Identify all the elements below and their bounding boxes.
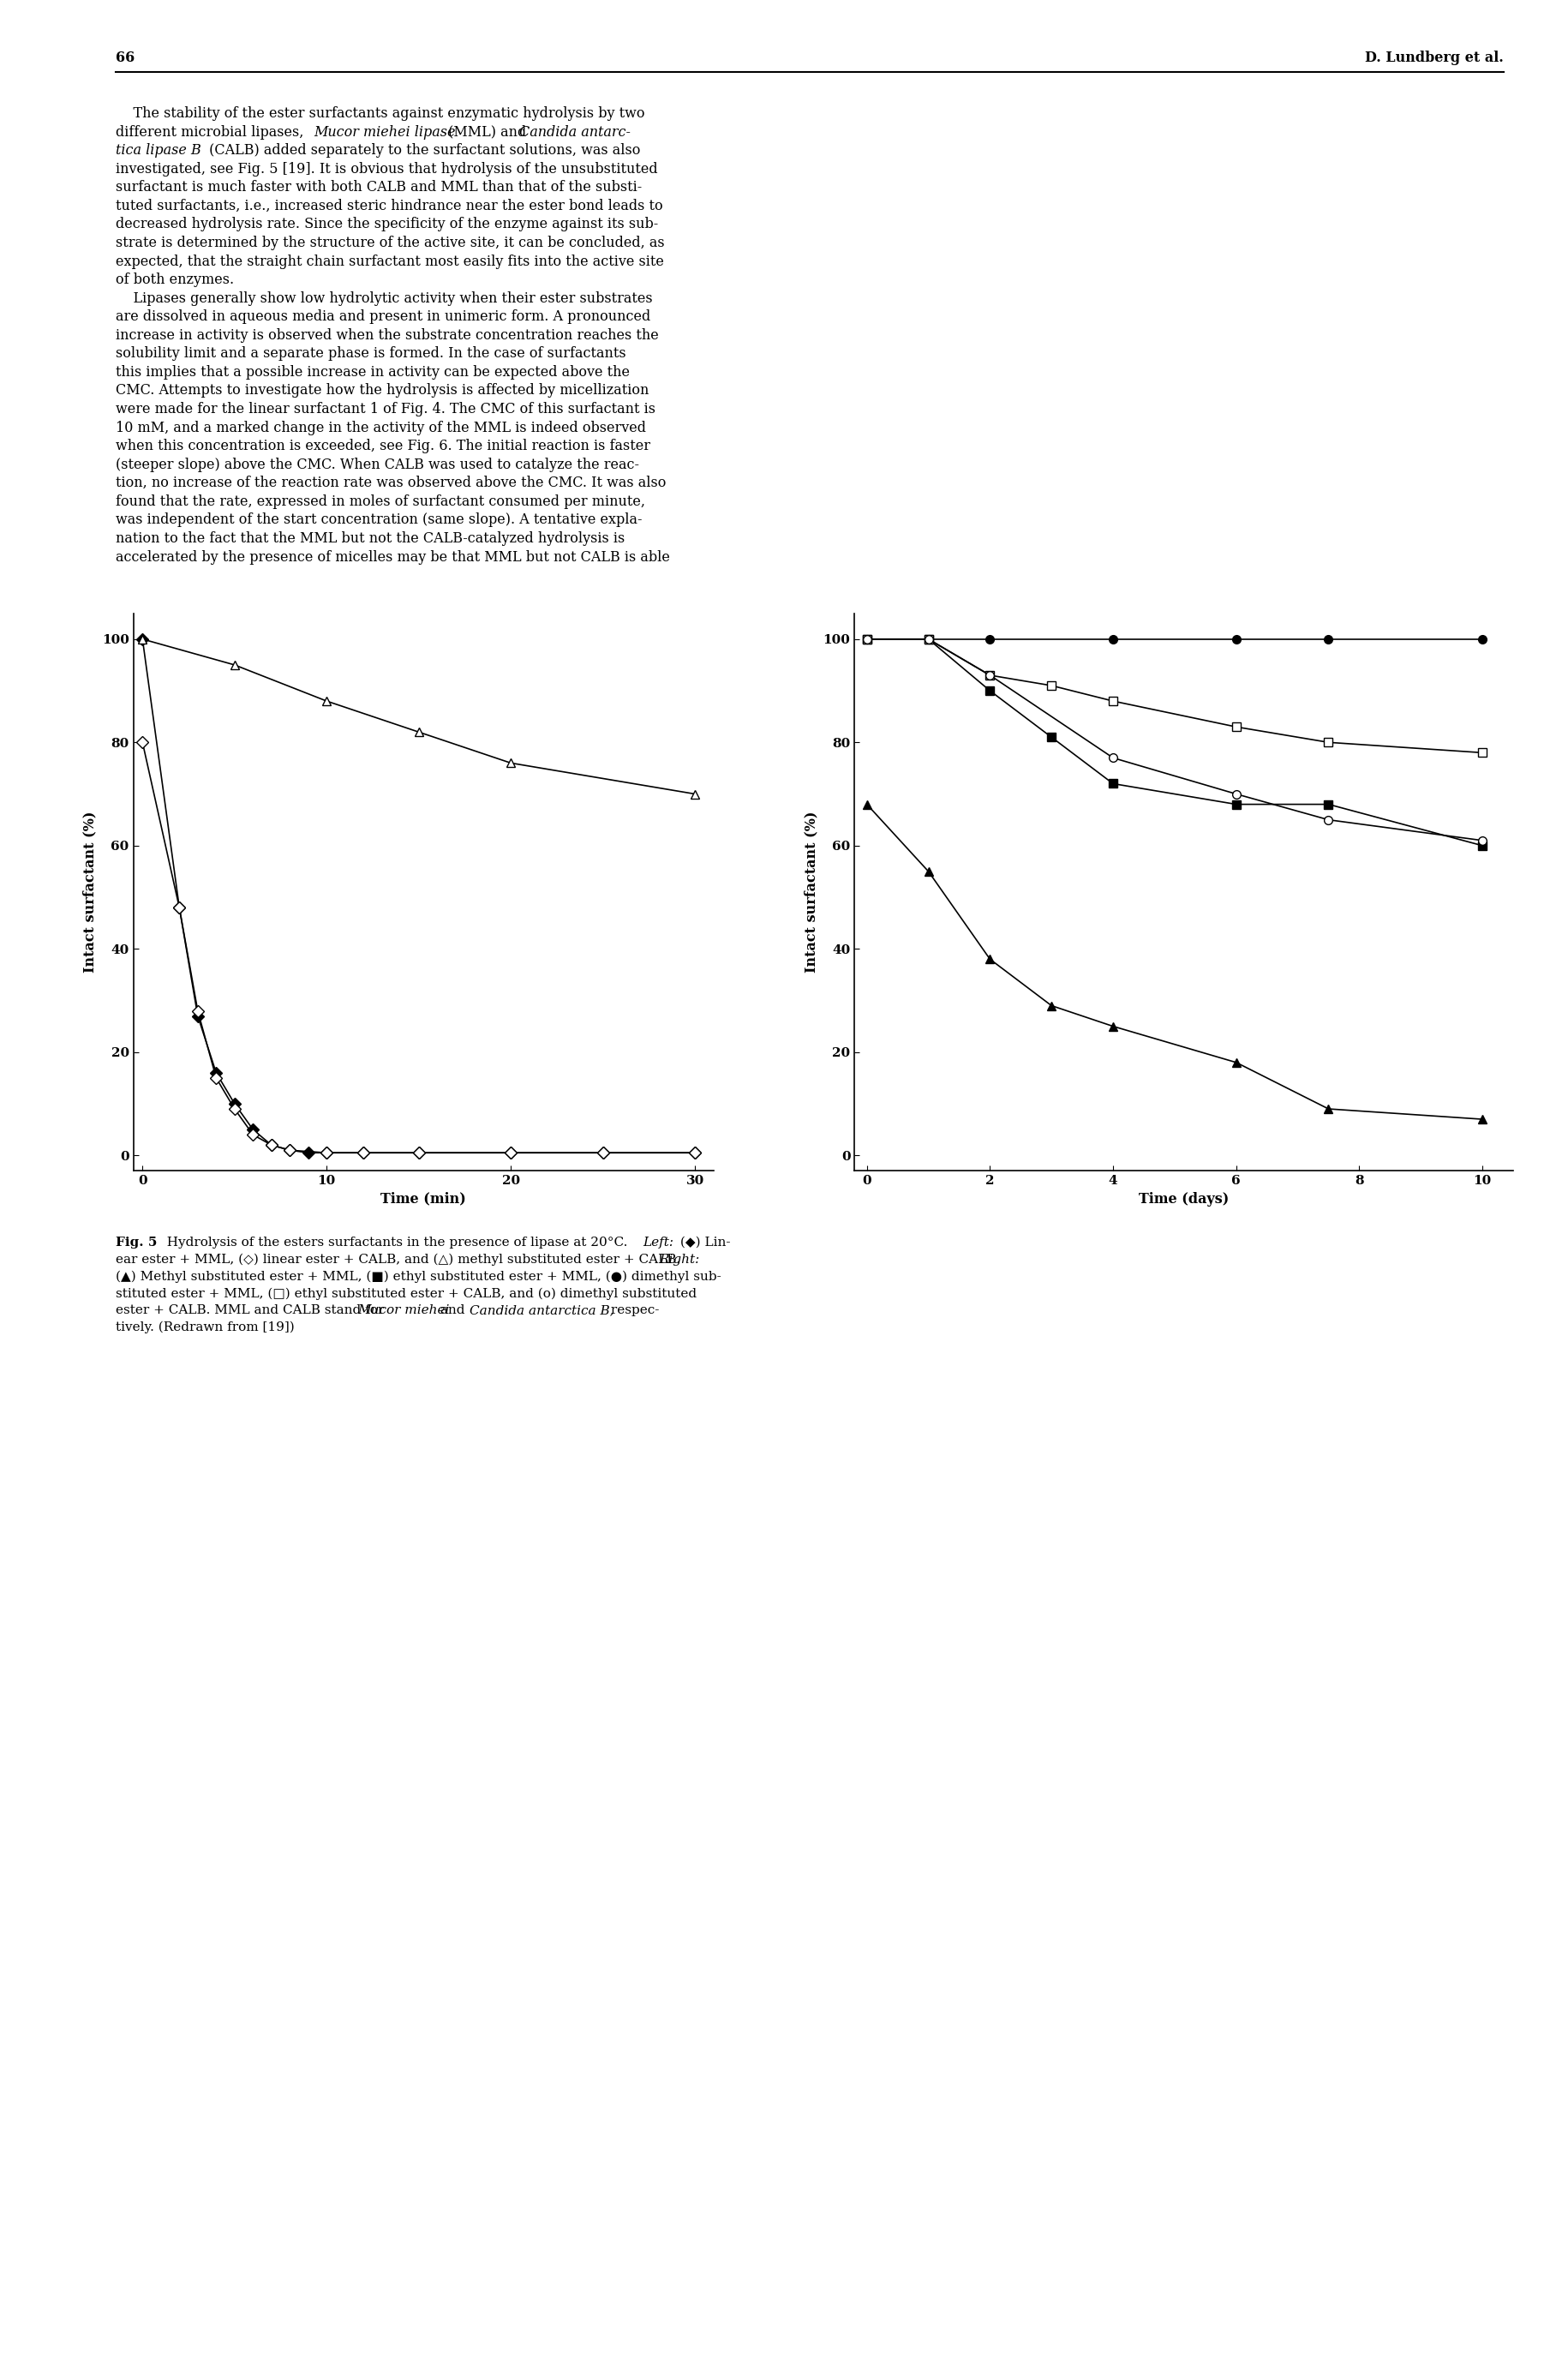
Text: different microbial lipases,: different microbial lipases,	[116, 124, 307, 140]
Text: D. Lundberg et al.: D. Lundberg et al.	[1366, 50, 1504, 67]
Y-axis label: Intact surfactant (%): Intact surfactant (%)	[804, 811, 818, 973]
X-axis label: Time (min): Time (min)	[381, 1191, 466, 1206]
Text: tuted surfactants, i.e., increased steric hindrance near the ester bond leads to: tuted surfactants, i.e., increased steri…	[116, 200, 663, 214]
Text: Candida antarctica B,: Candida antarctica B,	[469, 1306, 613, 1317]
Y-axis label: Intact surfactant (%): Intact surfactant (%)	[83, 811, 97, 973]
Text: CMC. Attempts to investigate how the hydrolysis is affected by micellization: CMC. Attempts to investigate how the hyd…	[116, 383, 649, 397]
Text: are dissolved in aqueous media and present in unimeric form. A pronounced: are dissolved in aqueous media and prese…	[116, 309, 651, 323]
Text: (MML) and: (MML) and	[444, 124, 532, 140]
Text: Mucor miehei lipase: Mucor miehei lipase	[314, 124, 456, 140]
Text: investigated, see Fig. 5 [19]. It is obvious that hydrolysis of the unsubstitute: investigated, see Fig. 5 [19]. It is obv…	[116, 162, 657, 176]
Text: stituted ester + MML, (□) ethyl substituted ester + CALB, and (o) dimethyl subst: stituted ester + MML, (□) ethyl substitu…	[116, 1286, 696, 1301]
Text: (◆) Lin-: (◆) Lin-	[676, 1237, 731, 1248]
Text: solubility limit and a separate phase is formed. In the case of surfactants: solubility limit and a separate phase is…	[116, 347, 626, 361]
Text: ester + CALB. MML and CALB stand for: ester + CALB. MML and CALB stand for	[116, 1306, 389, 1317]
Text: was independent of the start concentration (same slope). A tentative expla-: was independent of the start concentrati…	[116, 514, 643, 528]
Text: ear ester + MML, (◇) linear ester + CALB, and (△) methyl substituted ester + CAL: ear ester + MML, (◇) linear ester + CALB…	[116, 1253, 685, 1265]
Text: 66: 66	[116, 50, 135, 67]
Text: Left:: Left:	[643, 1237, 674, 1248]
Text: 10 mM, and a marked change in the activity of the MML is indeed observed: 10 mM, and a marked change in the activi…	[116, 421, 646, 435]
Text: strate is determined by the structure of the active site, it can be concluded, a: strate is determined by the structure of…	[116, 235, 665, 250]
Text: found that the rate, expressed in moles of surfactant consumed per minute,: found that the rate, expressed in moles …	[116, 495, 644, 509]
Text: decreased hydrolysis rate. Since the specificity of the enzyme against its sub-: decreased hydrolysis rate. Since the spe…	[116, 216, 659, 231]
Text: Candida antarc-: Candida antarc-	[519, 124, 630, 140]
Text: (▲) Methyl substituted ester + MML, (■) ethyl substituted ester + MML, (●) dimet: (▲) Methyl substituted ester + MML, (■) …	[116, 1270, 721, 1282]
Text: respec-: respec-	[607, 1306, 659, 1317]
Text: Mucor miehei: Mucor miehei	[358, 1306, 450, 1317]
Text: expected, that the straight chain surfactant most easily fits into the active si: expected, that the straight chain surfac…	[116, 254, 663, 269]
Text: surfactant is much faster with both CALB and MML than that of the substi-: surfactant is much faster with both CALB…	[116, 181, 641, 195]
Text: increase in activity is observed when the substrate concentration reaches the: increase in activity is observed when th…	[116, 328, 659, 342]
Text: Hydrolysis of the esters surfactants in the presence of lipase at 20°C.: Hydrolysis of the esters surfactants in …	[158, 1237, 632, 1248]
Text: tion, no increase of the reaction rate was observed above the CMC. It was also: tion, no increase of the reaction rate w…	[116, 476, 666, 490]
Text: Lipases generally show low hydrolytic activity when their ester substrates: Lipases generally show low hydrolytic ac…	[116, 290, 652, 307]
Text: when this concentration is exceeded, see Fig. 6. The initial reaction is faster: when this concentration is exceeded, see…	[116, 440, 651, 454]
Text: tively. (Redrawn from [19]): tively. (Redrawn from [19])	[116, 1322, 295, 1334]
Text: (CALB) added separately to the surfactant solutions, was also: (CALB) added separately to the surfactan…	[205, 143, 640, 157]
Text: nation to the fact that the MML but not the CALB-catalyzed hydrolysis is: nation to the fact that the MML but not …	[116, 530, 624, 547]
Text: tica lipase B: tica lipase B	[116, 143, 201, 157]
Text: of both enzymes.: of both enzymes.	[116, 273, 234, 288]
Text: (steeper slope) above the CMC. When CALB was used to catalyze the reac-: (steeper slope) above the CMC. When CALB…	[116, 457, 640, 471]
Text: accelerated by the presence of micelles may be that MML but not CALB is able: accelerated by the presence of micelles …	[116, 549, 670, 564]
Text: this implies that a possible increase in activity can be expected above the: this implies that a possible increase in…	[116, 364, 630, 380]
Text: The stability of the ester surfactants against enzymatic hydrolysis by two: The stability of the ester surfactants a…	[116, 107, 644, 121]
X-axis label: Time (days): Time (days)	[1138, 1191, 1229, 1206]
Text: Fig. 5: Fig. 5	[116, 1237, 157, 1248]
Text: were made for the linear surfactant 1 of Fig. 4. The CMC of this surfactant is: were made for the linear surfactant 1 of…	[116, 402, 655, 416]
Text: Right:: Right:	[659, 1253, 699, 1265]
Text: and: and	[436, 1306, 469, 1317]
